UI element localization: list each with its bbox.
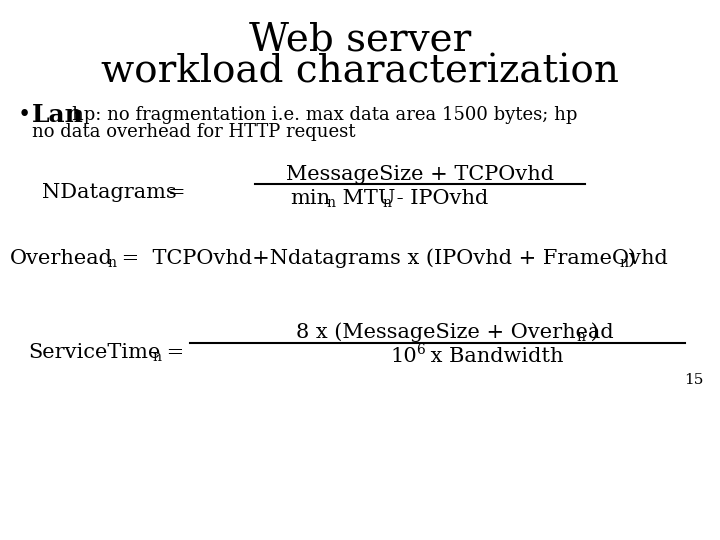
Text: ): ) (584, 322, 599, 341)
Text: min: min (290, 188, 330, 207)
Text: n: n (326, 196, 335, 210)
Text: hp: no fragmentation i.e. max data area 1500 bytes; hp: hp: no fragmentation i.e. max data area … (72, 106, 577, 124)
Text: =  TCPOvhd+Ndatagrams x (IPOvhd + FrameOvhd: = TCPOvhd+Ndatagrams x (IPOvhd + FrameOv… (115, 248, 667, 268)
Text: Web server: Web server (249, 22, 471, 58)
Text: workload characterization: workload characterization (101, 53, 619, 91)
Text: MessageSize + TCPOvhd: MessageSize + TCPOvhd (286, 165, 554, 184)
Text: 10: 10 (390, 348, 417, 367)
Text: •: • (18, 104, 31, 126)
Text: n: n (382, 196, 391, 210)
Text: 15: 15 (683, 373, 703, 387)
Text: n: n (619, 256, 628, 270)
Text: - IPOvhd: - IPOvhd (390, 188, 488, 207)
Text: n: n (107, 256, 116, 270)
Text: n: n (152, 350, 161, 364)
Text: =: = (168, 183, 186, 201)
Text: x Bandwidth: x Bandwidth (424, 348, 564, 367)
Text: Lan: Lan (32, 103, 84, 127)
Text: 6: 6 (416, 343, 425, 357)
Text: no data overhead for HTTP request: no data overhead for HTTP request (32, 123, 356, 141)
Text: Overhead: Overhead (10, 248, 113, 267)
Text: n: n (576, 330, 585, 344)
Text: 8 x (MessageSize + Overhead: 8 x (MessageSize + Overhead (296, 322, 614, 342)
Text: ): ) (628, 248, 636, 267)
Text: ServiceTime: ServiceTime (28, 342, 161, 361)
Text: MTU: MTU (336, 188, 395, 207)
Text: NDatagrams: NDatagrams (42, 183, 176, 201)
Text: =: = (160, 342, 184, 361)
